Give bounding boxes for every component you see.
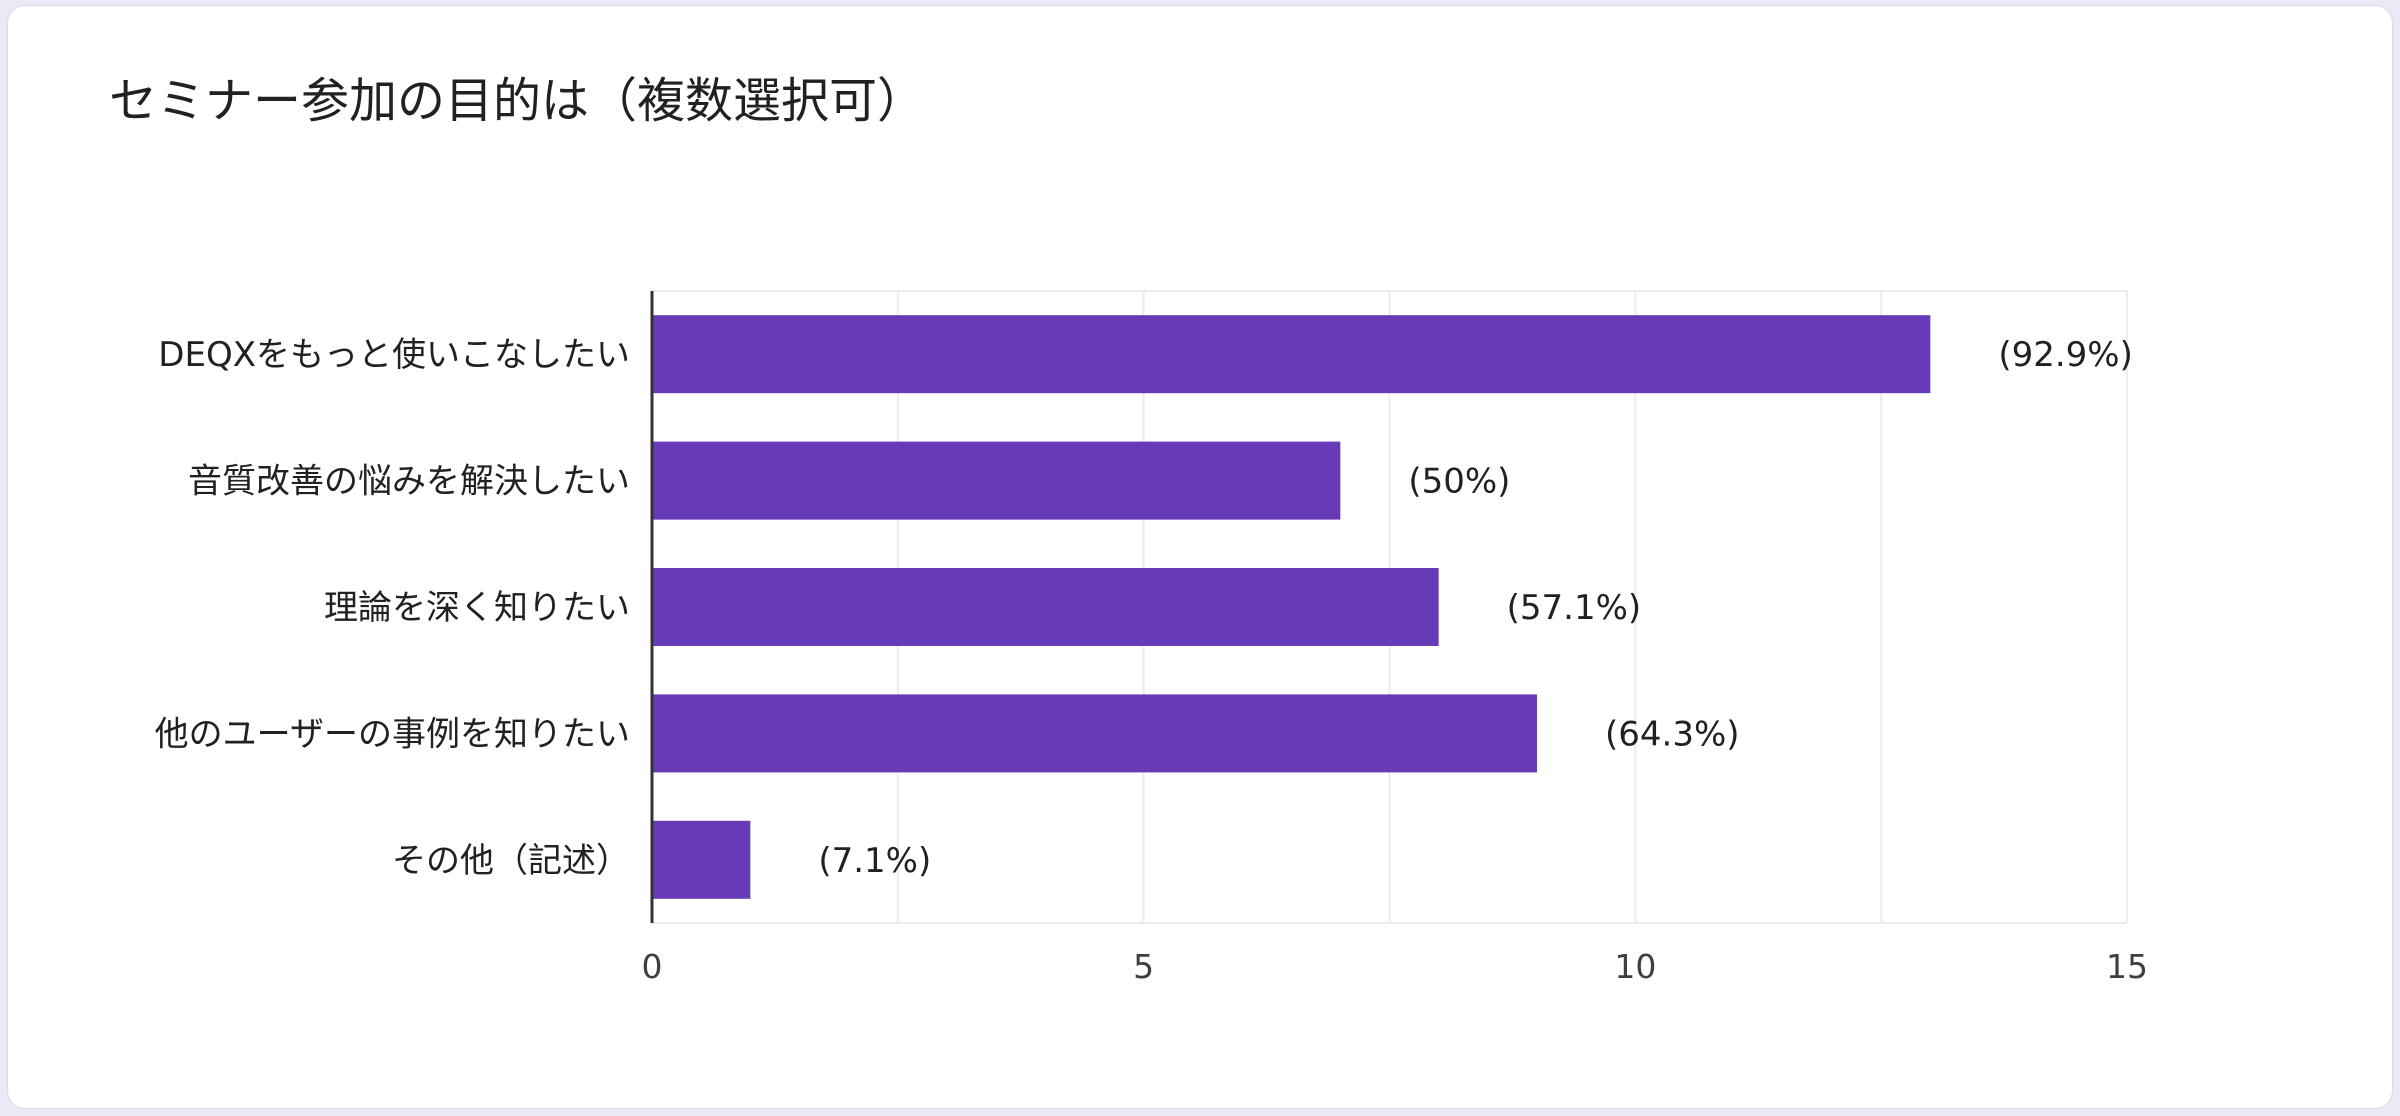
x-tick-label: 5 [1133,947,1154,986]
data-label: (7.1%) [818,841,931,881]
bar [652,315,1931,394]
x-tick-label: 15 [2106,947,2148,986]
category-label: その他（記述） [392,841,630,881]
data-label: (92.9%) [1998,335,2133,375]
bar [652,568,1439,646]
category-label: 理論を深く知りたい [324,588,630,628]
data-label: (50%) [1408,462,1510,502]
bar [652,820,751,899]
bar [652,694,1537,773]
data-label: (64.3%) [1605,714,1740,754]
x-tick-label: 10 [1614,947,1656,986]
category-label: 音質改善の悩みを解決したい [188,462,630,502]
x-tick-label: 0 [642,947,663,986]
chart-card: セミナー参加の目的は（複数選択可） DEQXをもっと使いこなしたい (92.9%)… [7,5,2393,1109]
bar-chart: DEQXをもっと使いこなしたい (92.9%) 音質改善の悩みを解決したい (50%)… [155,290,2148,986]
label-layer: DEQXをもっと使いこなしたい (92.9%) 音質改善の悩みを解決したい (50%)… [155,335,2148,986]
data-label: (57.1%) [1507,588,1642,628]
bar [652,441,1341,520]
bar-layer [652,315,1931,899]
chart-title: セミナー参加の目的は（複数選択可） [109,73,926,129]
category-label: DEQXをもっと使いこなしたい [158,335,630,375]
category-label: 他のユーザーの事例を知りたい [155,714,630,754]
